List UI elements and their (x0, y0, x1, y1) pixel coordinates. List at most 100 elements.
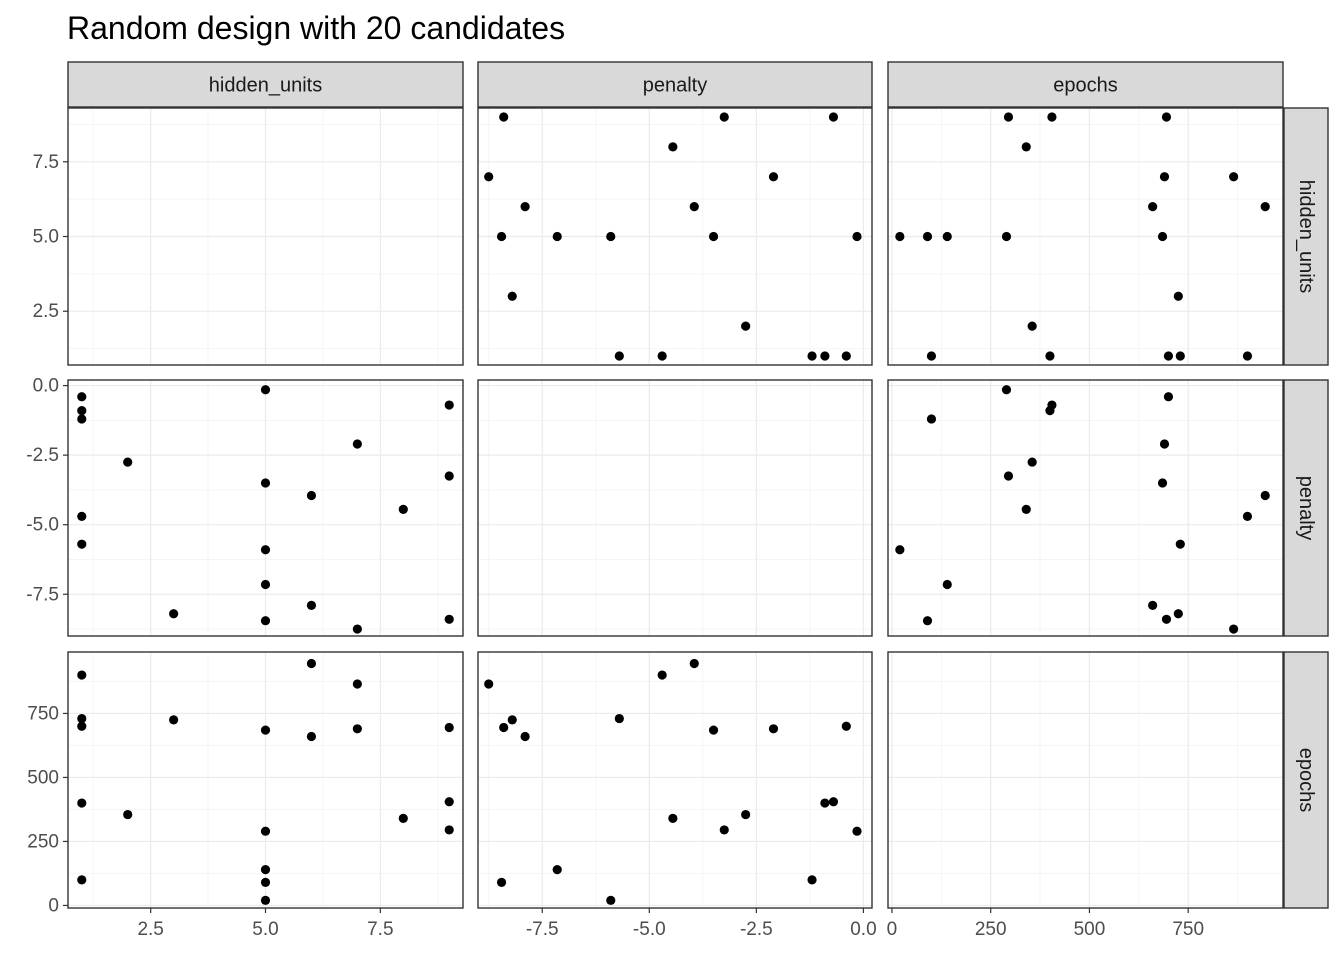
data-point (507, 291, 517, 301)
data-point (807, 875, 817, 885)
data-point (552, 865, 562, 875)
data-point (1260, 490, 1270, 501)
data-point (123, 809, 133, 820)
data-point (77, 406, 87, 416)
data-point (689, 658, 699, 669)
data-point (552, 231, 562, 242)
data-point (1021, 142, 1031, 152)
x-tick-label: 5.0 (252, 919, 278, 940)
data-point (841, 351, 851, 361)
x-tick-label: -5.0 (633, 919, 666, 940)
data-point (1001, 385, 1012, 395)
data-point (1045, 351, 1055, 361)
data-point (77, 798, 87, 808)
data-point (1175, 351, 1185, 361)
strip-label-top-penalty: penalty (643, 75, 708, 97)
data-point (352, 439, 362, 449)
data-point (741, 809, 751, 820)
data-point (1242, 511, 1253, 521)
data-point (657, 670, 667, 680)
data-point (768, 172, 779, 182)
data-point (260, 826, 271, 836)
data-point (926, 414, 937, 424)
data-point (260, 725, 271, 735)
data-point (852, 231, 862, 242)
data-point (922, 616, 933, 626)
data-point (668, 142, 678, 152)
panel-penalty-vs-hidden_units (67, 379, 464, 637)
x-tick-label: 7.5 (367, 919, 393, 940)
data-point (496, 877, 507, 888)
data-point (1148, 202, 1158, 212)
data-point (123, 457, 133, 467)
data-point (828, 112, 839, 122)
panel-border (477, 651, 873, 909)
data-point (444, 825, 454, 835)
data-point (444, 797, 454, 807)
data-point (77, 721, 87, 731)
data-point (520, 731, 530, 742)
data-point (741, 321, 751, 331)
data-point (77, 539, 87, 549)
data-point (942, 231, 952, 242)
data-point (1173, 609, 1183, 619)
data-point (820, 351, 830, 361)
data-point (942, 579, 952, 590)
data-point (260, 895, 271, 905)
data-point (1047, 112, 1057, 122)
data-point (306, 731, 317, 742)
data-point (260, 616, 271, 626)
x-tick-label: 750 (1172, 919, 1204, 940)
x-tick-label: -7.5 (526, 919, 559, 940)
strip-label-right-epochs: epochs (1295, 748, 1317, 813)
data-point (1148, 600, 1158, 610)
panel-border (887, 651, 1284, 909)
strip-right-hidden_units (1283, 107, 1329, 366)
panel-background (888, 652, 1283, 908)
panel-hidden_units-vs-hidden_units (67, 107, 464, 366)
data-point (1047, 400, 1057, 410)
data-point (444, 400, 454, 410)
data-point (398, 504, 408, 514)
panel-border (887, 107, 1284, 366)
data-point (926, 351, 937, 361)
y-tick-label: 0.0 (33, 376, 59, 397)
data-point (895, 231, 905, 242)
data-point (484, 172, 494, 182)
data-point (398, 813, 408, 824)
strip-label-right-hidden_units: hidden_units (1295, 180, 1317, 293)
data-point (689, 202, 699, 212)
x-tick-label: 250 (975, 919, 1007, 940)
panel-hidden_units-vs-epochs (887, 107, 1284, 366)
data-point (1161, 112, 1172, 122)
data-point (444, 471, 454, 481)
data-point (1163, 351, 1174, 361)
data-point (1003, 112, 1014, 122)
data-point (1157, 478, 1168, 488)
data-point (499, 722, 509, 733)
data-point (614, 713, 624, 724)
data-point (708, 231, 719, 242)
data-point (820, 798, 830, 808)
data-point (260, 865, 271, 875)
panel-penalty-vs-penalty (477, 379, 873, 637)
data-point (306, 658, 317, 669)
panel-background (478, 652, 872, 908)
data-point (1163, 392, 1174, 402)
x-tick-label: 0.0 (850, 919, 876, 940)
y-tick-label: 250 (27, 831, 59, 852)
y-tick-label: 7.5 (33, 152, 59, 173)
data-point (708, 725, 719, 735)
data-point (1003, 471, 1014, 481)
data-point (1242, 351, 1253, 361)
data-point (169, 715, 179, 725)
data-point (1229, 172, 1239, 182)
data-point (606, 895, 616, 905)
data-point (77, 875, 87, 885)
data-point (922, 231, 933, 242)
data-point (1175, 539, 1185, 549)
panel-epochs-vs-epochs (887, 651, 1284, 909)
strip-label-top-epochs: epochs (1053, 75, 1118, 97)
data-point (1161, 614, 1172, 624)
